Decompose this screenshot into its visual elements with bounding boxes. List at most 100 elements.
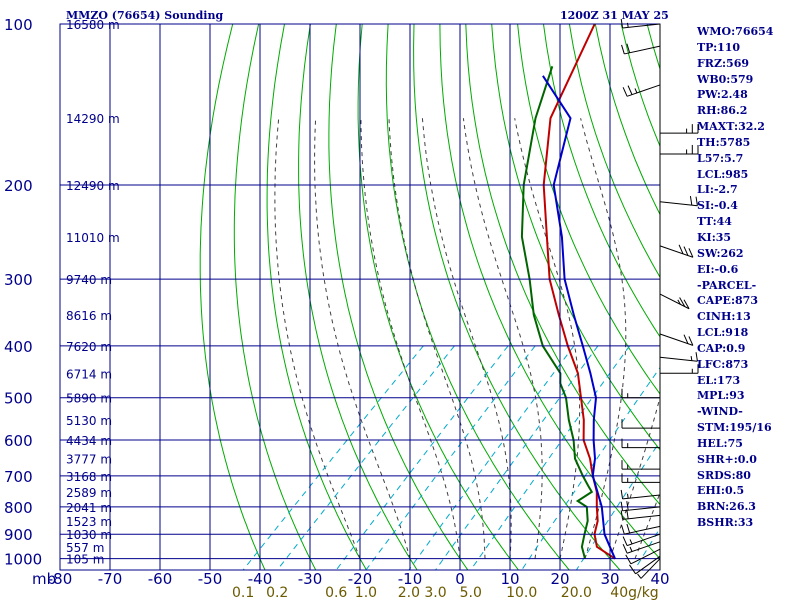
wind-barb bbox=[621, 419, 660, 429]
plot-area bbox=[199, 24, 660, 570]
wind-barb-flag bbox=[695, 352, 698, 362]
time-title: 1200Z 31 MAY 25 bbox=[560, 9, 669, 22]
panel-row: TP:110 bbox=[697, 40, 741, 54]
panel-row: FRZ:569 bbox=[697, 56, 750, 70]
height-label: 4434 m bbox=[66, 434, 112, 448]
wind-barb-flag bbox=[622, 87, 628, 97]
mixing-ratio-label: 0.1 bbox=[232, 585, 254, 600]
height-label: 5890 m bbox=[66, 392, 112, 406]
wind-barb-staff bbox=[635, 555, 661, 575]
wind-barb bbox=[621, 438, 660, 449]
temperature-tick-label: 30 bbox=[600, 570, 619, 588]
height-label: 105 m bbox=[66, 553, 104, 567]
temperature-tick-label: 40 bbox=[650, 570, 669, 588]
moist-adiabat-line bbox=[514, 118, 581, 559]
wind-barb bbox=[622, 84, 661, 97]
wind-barb-flag bbox=[627, 22, 629, 28]
moist-adiabat-line bbox=[360, 118, 461, 559]
mixing-ratio-line bbox=[634, 527, 660, 570]
panel-row: WB0:579 bbox=[697, 72, 754, 86]
wind-barb-flag bbox=[625, 554, 632, 565]
panel-row: CINH:13 bbox=[697, 310, 751, 324]
wind-barb-staff bbox=[659, 201, 698, 207]
mixing-ratio-label: 40g/kg bbox=[610, 585, 658, 600]
panel-row: EI:-0.6 bbox=[697, 262, 739, 276]
wind-barb bbox=[659, 196, 698, 207]
dewpoint-profile bbox=[520, 65, 594, 559]
mixing-ratio-label: 20.0 bbox=[561, 585, 592, 600]
dry-adiabat-line bbox=[233, 24, 317, 570]
panel-row: PW:2.48 bbox=[697, 88, 748, 102]
pressure-tick-label: 600 bbox=[4, 432, 33, 450]
pressure-tick-label: 700 bbox=[4, 468, 33, 486]
mixing-ratio-line bbox=[575, 440, 660, 570]
panel-row: TT:44 bbox=[697, 215, 732, 229]
wind-barb bbox=[620, 18, 661, 29]
panel-row: LFC:873 bbox=[697, 357, 749, 371]
moist-adiabat-line bbox=[462, 118, 543, 559]
wind-barb-flag bbox=[620, 510, 624, 520]
dry-adiabat-line bbox=[199, 24, 266, 570]
panel-row: CAPE:873 bbox=[697, 294, 758, 308]
dry-adiabat-line bbox=[413, 24, 621, 570]
panel-row: EL:173 bbox=[697, 373, 741, 387]
wind-barb bbox=[621, 473, 660, 483]
mixing-ratio-label: 1.0 bbox=[355, 585, 377, 600]
panel-row: WMO:76654 bbox=[697, 25, 774, 38]
height-label: 14290 m bbox=[66, 112, 120, 126]
temperature-tick-label: 10 bbox=[500, 570, 519, 588]
panel-row: -WIND- bbox=[697, 405, 743, 419]
wind-barb-staff bbox=[659, 333, 694, 346]
wind-barb-flag bbox=[626, 43, 631, 53]
mixing-ratio-label: 0.2 bbox=[266, 585, 288, 600]
mixing-ratio-label: 2.0 bbox=[398, 585, 420, 600]
panel-row: LCL:985 bbox=[697, 167, 749, 181]
dry-adiabat-line bbox=[517, 24, 660, 395]
wind-barb-staff bbox=[622, 514, 661, 520]
height-label: 16580 m bbox=[66, 18, 120, 32]
pressure-tick-label: 800 bbox=[4, 499, 33, 517]
height-label: 11010 m bbox=[66, 231, 120, 245]
wind-barb-staff bbox=[622, 494, 661, 500]
panel-row: HEL:75 bbox=[697, 436, 743, 450]
dry-adiabat-line bbox=[568, 24, 660, 279]
wind-barb-staff bbox=[626, 84, 661, 97]
wind-barb-flag bbox=[637, 573, 642, 579]
wind-barb-flag bbox=[688, 336, 694, 346]
wind-barb-flag bbox=[626, 509, 629, 519]
wind-barb bbox=[621, 388, 660, 399]
panel-row: MPL:93 bbox=[697, 389, 745, 403]
panel-row: MAXT:32.2 bbox=[697, 120, 765, 134]
panel-row: LCL:918 bbox=[697, 326, 749, 340]
panel-row: EHI:0.5 bbox=[697, 484, 745, 498]
height-label: 557 m bbox=[66, 541, 104, 555]
mixing-ratio-line bbox=[365, 345, 536, 570]
panel-row: -PARCEL- bbox=[697, 278, 757, 292]
wind-barb bbox=[660, 364, 699, 374]
wind-barb-staff bbox=[659, 356, 698, 362]
panel-row: TH:5785 bbox=[697, 135, 751, 149]
wind-barb-staff bbox=[624, 525, 661, 535]
height-label: 3777 m bbox=[66, 453, 112, 467]
height-label: 1523 m bbox=[66, 515, 112, 529]
wind-barb-flag bbox=[689, 196, 693, 206]
wind-barb-flag bbox=[683, 246, 689, 256]
wind-barb-flag bbox=[634, 88, 638, 94]
panel-row: KI:35 bbox=[697, 230, 732, 244]
moist-adiabat-line bbox=[388, 118, 486, 559]
height-label: 6714 m bbox=[66, 367, 112, 381]
height-label: 9740 m bbox=[66, 273, 112, 287]
wind-barb-flag bbox=[688, 248, 694, 258]
wind-barb-flag bbox=[679, 297, 686, 307]
dry-adiabat-line bbox=[328, 24, 469, 570]
wind-barb bbox=[660, 144, 699, 155]
height-label: 12490 m bbox=[66, 179, 120, 193]
height-label: 2589 m bbox=[66, 486, 112, 500]
wind-barb-flag bbox=[626, 501, 629, 511]
height-label: 8616 m bbox=[66, 309, 112, 323]
moist-adiabat-line bbox=[274, 118, 361, 559]
mixing-ratio-line bbox=[521, 366, 660, 570]
panel-row: BSHR:33 bbox=[697, 516, 754, 530]
wind-barb-flag bbox=[683, 299, 690, 309]
